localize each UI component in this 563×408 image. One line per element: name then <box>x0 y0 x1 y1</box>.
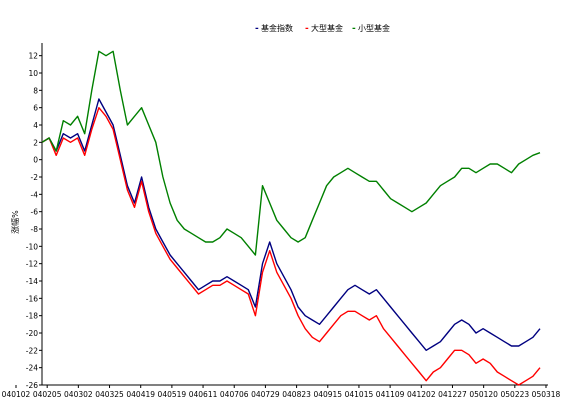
x-tick-label: 040729 <box>251 390 280 399</box>
x-tick-label: 040706 <box>220 390 249 399</box>
y-tick-label: 10 <box>28 69 38 78</box>
legend-item: - 基金指数 <box>255 23 293 34</box>
y-tick-label: -14 <box>26 277 38 286</box>
y-tick-label: -12 <box>26 260 38 269</box>
x-tick-label: 040611 <box>189 390 218 399</box>
x-tick-label: 050120 <box>469 390 498 399</box>
y-tick-label: -20 <box>26 329 38 338</box>
x-tick-label: 040302 <box>64 390 93 399</box>
x-tick-label: 050318 <box>532 390 561 399</box>
y-tick-label: 4 <box>33 121 38 130</box>
y-tick-label: -22 <box>26 346 38 355</box>
x-tick-label: 040205 <box>33 390 62 399</box>
y-tick-label: 6 <box>33 104 38 113</box>
x-tick-label: 040102 <box>2 390 31 399</box>
x-tick-label: 041227 <box>438 390 467 399</box>
y-tick-label: -24 <box>26 364 38 373</box>
y-tick-label: -8 <box>31 225 39 234</box>
x-tick-label: 040419 <box>126 390 155 399</box>
y-axis-label: 涨幅% <box>10 210 20 234</box>
y-tick-label: -18 <box>26 312 38 321</box>
x-tick-label: 041109 <box>376 390 405 399</box>
y-tick-label: -26 <box>26 381 38 390</box>
legend-marker: - <box>352 24 356 34</box>
legend-label: 大型基金 <box>311 23 343 33</box>
x-tick-label: 040519 <box>158 390 187 399</box>
x-tick-label: 041015 <box>345 390 374 399</box>
legend-item: - 大型基金 <box>305 23 343 34</box>
y-tick-label: -4 <box>31 190 39 199</box>
series-line-3 <box>41 50 541 256</box>
x-tick-label: 050223 <box>501 390 530 399</box>
series-line-2 <box>41 106 541 386</box>
legend-label: 小型基金 <box>358 23 390 33</box>
y-tick-label: -6 <box>31 208 39 217</box>
x-tick-label: 040823 <box>282 390 311 399</box>
legend-marker: - <box>255 24 259 34</box>
series-line-1 <box>41 98 541 351</box>
y-tick-label: -16 <box>26 294 38 303</box>
y-tick-label: 2 <box>33 138 38 147</box>
legend-marker: - <box>305 24 309 34</box>
y-tick-label: 8 <box>33 86 38 95</box>
y-tick-label: -10 <box>26 242 38 251</box>
y-tick-label: 12 <box>28 52 38 61</box>
y-tick-label: -2 <box>31 173 39 182</box>
x-tick-label: 040915 <box>313 390 342 399</box>
y-axis-label-group: 涨幅% <box>10 210 20 234</box>
legend-item: - 小型基金 <box>352 23 390 34</box>
series-group <box>41 50 541 386</box>
legend: - 基金指数 - 大型基金 - 小型基金 <box>255 23 390 34</box>
y-tick-label: 0 <box>33 156 38 165</box>
axes: 12 10 8 6 4 2 0 -2 -4 -6 -8 -10 -12 -14 -16 -18 -20 -22 -2… <box>2 43 561 399</box>
x-tick-label: 041202 <box>407 390 436 399</box>
x-tick-label: 040325 <box>95 390 124 399</box>
legend-label: 基金指数 <box>261 23 293 33</box>
